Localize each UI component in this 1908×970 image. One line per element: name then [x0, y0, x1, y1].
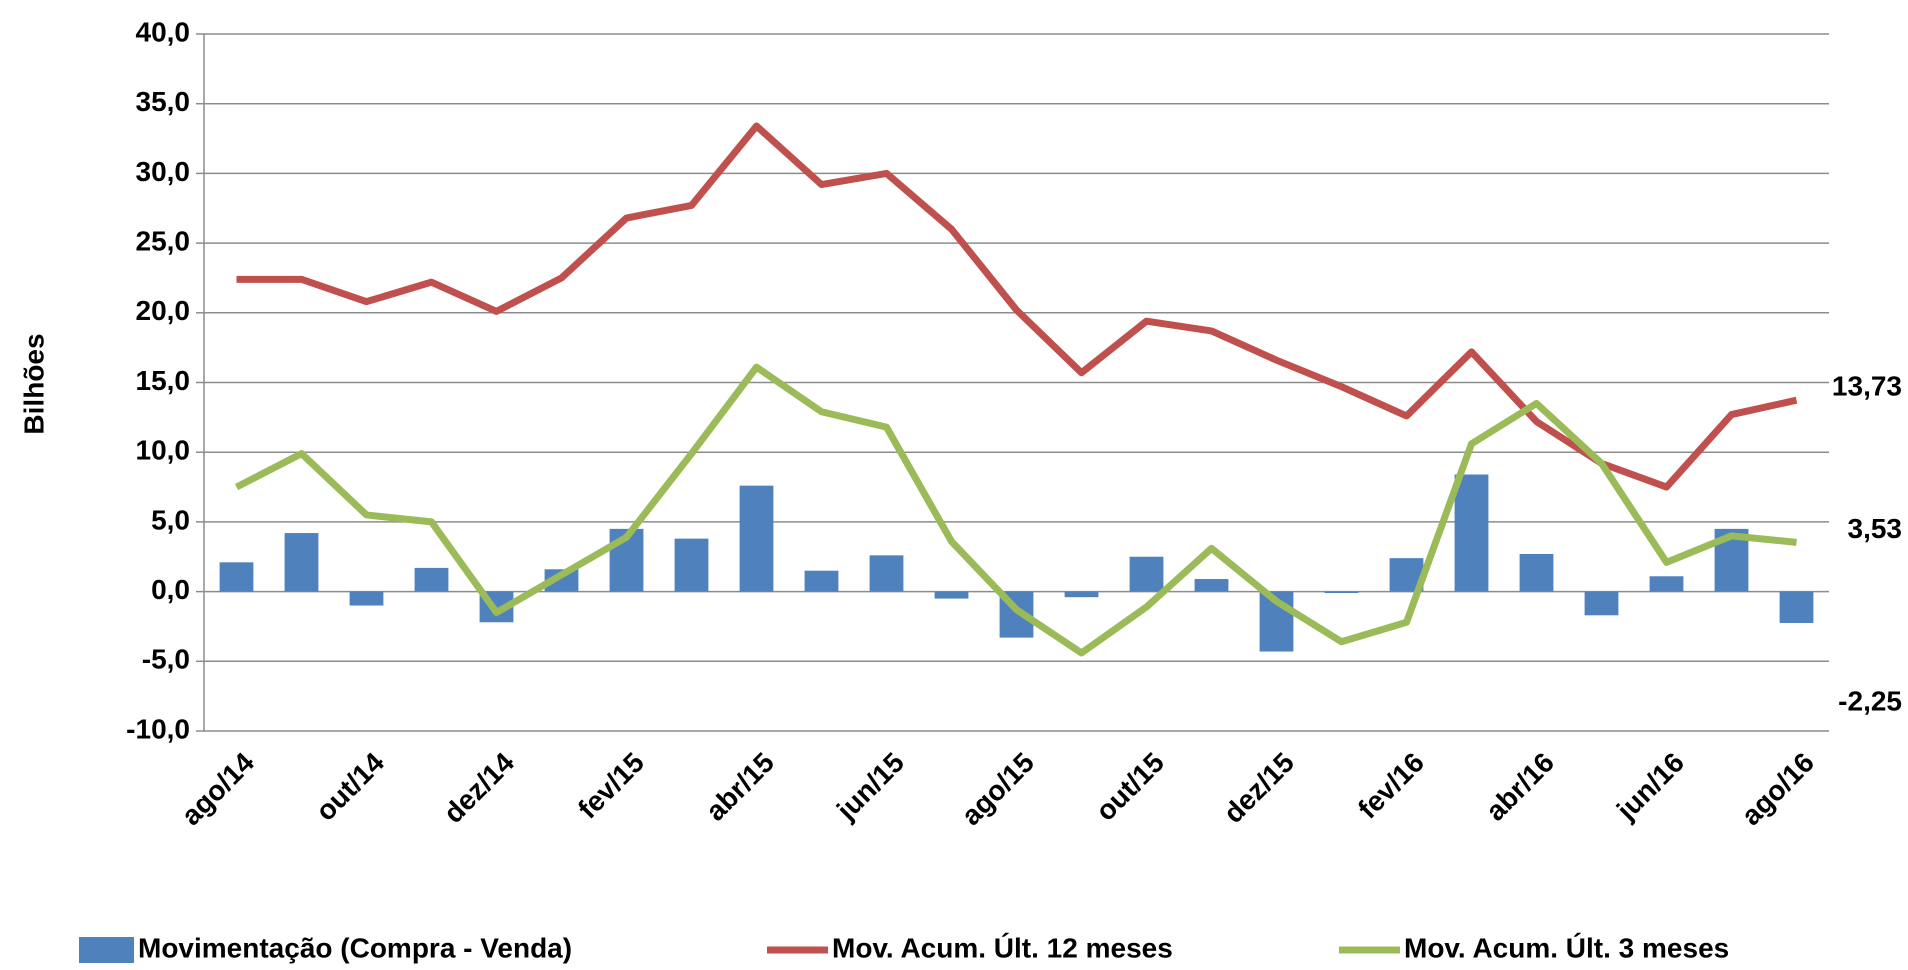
- y-tick-label: -10,0: [126, 713, 190, 744]
- x-tick-label: abr/15: [700, 747, 780, 827]
- y-tick-label: 35,0: [136, 86, 191, 117]
- x-tick-label: fev/16: [1352, 747, 1430, 825]
- x-tick-label: jun/16: [1610, 747, 1690, 827]
- y-tick-label: 25,0: [136, 225, 191, 256]
- y-tick-label: 30,0: [136, 156, 191, 187]
- bar: [1129, 556, 1164, 592]
- x-tick-label: jun/15: [830, 747, 910, 827]
- bar: [1194, 579, 1229, 592]
- y-tick-label: 10,0: [136, 435, 191, 466]
- y-tick-label: 5,0: [151, 504, 190, 535]
- x-tick-label: ago/15: [955, 747, 1040, 832]
- value-label: -2,25: [1838, 685, 1902, 716]
- y-axis-title: Bilhões: [18, 333, 49, 434]
- bar: [1454, 474, 1489, 592]
- bar: [1649, 576, 1684, 592]
- bar: [284, 533, 319, 592]
- y-tick-label: 0,0: [151, 574, 190, 605]
- bar: [349, 591, 384, 606]
- bar: [1779, 591, 1814, 623]
- bar: [739, 485, 774, 592]
- bar: [869, 555, 904, 592]
- line: [236, 122, 1798, 491]
- x-tick-label: out/14: [310, 746, 391, 827]
- bar: [414, 567, 449, 592]
- value-label: 3,53: [1848, 513, 1903, 544]
- y-tick-label: 20,0: [136, 295, 191, 326]
- value-label: 13,73: [1832, 371, 1902, 402]
- y-tick-label: -5,0: [142, 644, 190, 675]
- bar: [934, 591, 969, 599]
- x-tick-label: ago/14: [175, 746, 260, 831]
- bar: [804, 570, 839, 592]
- legend-label: Mov. Acum. Últ. 12 meses: [832, 932, 1173, 963]
- y-tick-label: 15,0: [136, 365, 191, 396]
- bar: [219, 562, 254, 592]
- x-tick-label: out/15: [1090, 747, 1170, 827]
- bar: [1584, 591, 1619, 616]
- legend-label: Mov. Acum. Últ. 3 meses: [1404, 932, 1729, 963]
- x-tick-label: abr/16: [1480, 747, 1560, 827]
- bar: [1519, 553, 1554, 592]
- bar: [1324, 591, 1359, 593]
- legend-label: Movimentação (Compra - Venda): [138, 932, 572, 963]
- y-tick-label: 40,0: [136, 16, 191, 47]
- bar: [1064, 591, 1099, 598]
- x-tick-label: ago/16: [1735, 747, 1820, 832]
- line: [234, 363, 1797, 657]
- x-tick-label: dez/15: [1218, 747, 1300, 829]
- x-tick-label: dez/14: [438, 746, 521, 829]
- x-tick-label: fev/15: [572, 747, 650, 825]
- legend-swatch: [79, 937, 134, 963]
- bar: [674, 538, 709, 592]
- bar: [544, 569, 579, 592]
